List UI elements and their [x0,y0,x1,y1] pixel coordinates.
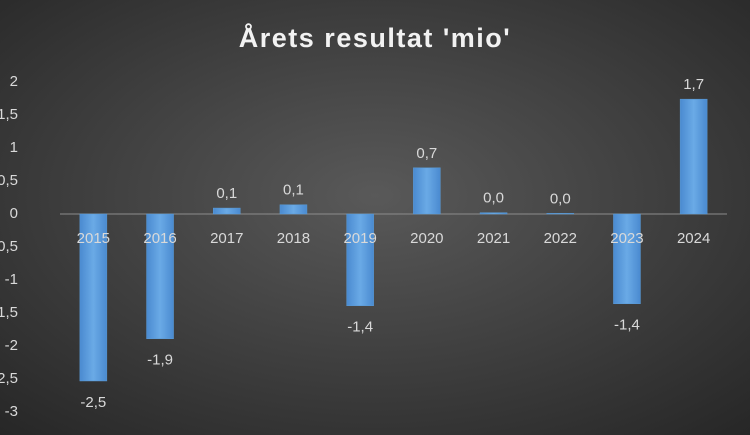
data-label: 0,0 [483,190,504,207]
chart-title: Årets resultat 'mio' [239,22,511,53]
y-tick-label: 2 [10,73,18,90]
y-tick-label: -2,5 [0,370,18,387]
y-tick-label: -1,5 [0,304,18,321]
x-tick-label: 2019 [343,230,376,247]
bar [679,98,708,215]
data-label: 0,7 [416,145,437,162]
y-tick-label: 0,5 [0,172,18,189]
x-tick-label: 2015 [77,230,110,247]
bar [79,213,108,382]
data-label: -1,9 [147,352,173,369]
y-tick-label: 1,5 [0,106,18,123]
x-tick-label: 2021 [477,230,510,247]
x-tick-label: 2020 [410,230,443,247]
x-tick-label: 2016 [143,230,176,247]
bar [279,204,308,215]
x-tick-label: 2022 [544,230,577,247]
bar [146,213,174,339]
bar [413,167,441,215]
bar [213,207,241,215]
y-tick-label: 0 [10,205,18,222]
data-label: 0,0 [550,190,571,207]
bar [346,213,374,306]
data-label: -2,5 [80,394,106,411]
y-tick-label: -0,5 [0,238,18,255]
bar [613,213,641,305]
data-label: 0,1 [216,185,237,202]
x-tick-label: 2024 [677,230,710,247]
y-tick-label: -3 [5,403,18,420]
y-tick-label: -2 [5,337,18,354]
x-tick-label: 2023 [610,230,643,247]
y-tick-label: -1 [5,271,18,288]
x-tick-label: 2018 [277,230,310,247]
y-tick-label: 1 [10,139,18,156]
data-label: 1,7 [683,76,704,93]
data-label: 0,1 [283,182,304,199]
data-label: -1,4 [347,319,373,336]
data-label: -1,4 [614,317,640,334]
bar [479,212,508,215]
x-tick-label: 2017 [210,230,243,247]
bar [546,213,574,215]
